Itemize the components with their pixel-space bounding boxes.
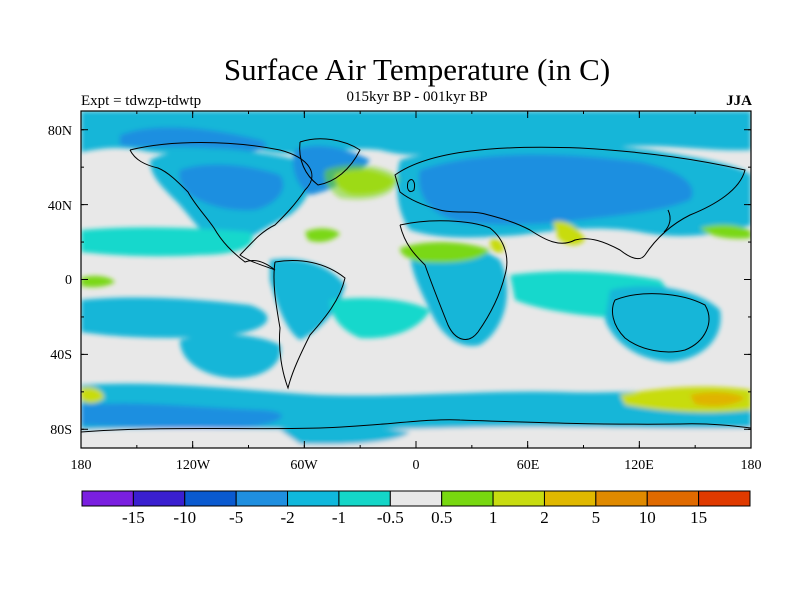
antarctic-band	[81, 427, 751, 448]
colorbar-label: -0.5	[376, 508, 404, 527]
lat-label-80n: 80N	[47, 124, 72, 139]
lat-label-40s: 40S	[50, 348, 72, 363]
axis-ticks	[80, 111, 752, 448]
lon-label-120w: 120W	[175, 458, 211, 473]
anomaly-fill	[81, 111, 751, 448]
colorbar-label: -5	[229, 508, 244, 527]
lat-label-80s: 80S	[50, 423, 72, 438]
coast-uk	[407, 179, 415, 193]
chart-subtitle: 015kyr BP - 001kyr BP	[346, 89, 488, 105]
southern-warming-west	[81, 387, 104, 404]
lon-label-120e: 120E	[624, 458, 654, 473]
arctic-strong-cooling	[120, 127, 267, 153]
colorbar-swatch	[81, 490, 134, 507]
colorbar-label: 1	[488, 508, 498, 527]
coast-australia	[612, 293, 710, 353]
colorbar-label: -15	[122, 508, 145, 527]
colorbar-swatch	[595, 490, 648, 507]
north-america-strong	[179, 164, 284, 211]
west-pacific-warming	[700, 224, 751, 239]
africa-cooling	[410, 244, 508, 346]
south-pacific-cooling	[81, 297, 268, 338]
south-atlantic-cooling	[330, 298, 430, 339]
colorbar-label: 15	[690, 508, 708, 527]
experiment-label: Expt = tdwzp-tdwtp	[81, 93, 202, 109]
coast-antarctica	[81, 419, 751, 433]
southeast-pacific-cooling	[180, 334, 281, 379]
lon-label-180e: 180	[740, 458, 762, 473]
lon-label-60w: 60W	[290, 458, 318, 473]
colorbar-swatch	[389, 490, 443, 507]
colorbar-swatch	[492, 490, 545, 507]
coast-north-america	[129, 142, 313, 271]
lat-label-0: 0	[65, 273, 72, 288]
coastlines	[81, 138, 751, 433]
coast-japan	[663, 209, 671, 233]
australia-cooling	[605, 286, 721, 362]
coast-europe-asia	[394, 146, 746, 260]
lat-label-40n: 40N	[47, 199, 72, 214]
season-label: JJA	[726, 93, 752, 109]
south-america-cooling	[270, 258, 345, 340]
colorbar-swatch	[543, 490, 597, 507]
pacific-tropical-cooling	[81, 227, 253, 257]
colorbar-label: -2	[280, 508, 295, 527]
colorbar-swatch	[646, 490, 700, 507]
lon-label-180w: 180	[70, 458, 92, 473]
colorbar-swatch	[698, 490, 751, 507]
colorbar-label: -1	[331, 508, 346, 527]
colorbar-label: -10	[173, 508, 197, 527]
mid-atlantic-warming	[305, 228, 340, 242]
colorbar-swatch	[338, 490, 391, 507]
colorbar-swatch	[287, 490, 340, 507]
equatorial-warming	[81, 275, 115, 288]
colorbar-swatch	[132, 490, 186, 507]
colorbar	[81, 490, 751, 507]
colorbar-label: 10	[638, 508, 656, 527]
colorbar-swatch	[184, 490, 237, 507]
map-field	[81, 111, 751, 448]
coast-africa	[399, 220, 508, 340]
colorbar-label: 0.5	[431, 508, 453, 527]
sahara-warming	[400, 242, 490, 263]
lon-label-0: 0	[412, 458, 420, 473]
chart-title: Surface Air Temperature (in C)	[223, 52, 611, 87]
antarctic-cooling	[280, 427, 410, 445]
coast-south-america	[273, 260, 346, 390]
southern-warming-core	[690, 392, 745, 406]
eurasia-strong-cooling	[419, 154, 693, 225]
colorbar-label: 5	[591, 508, 601, 527]
coast-greenland	[299, 138, 361, 186]
east-africa-warming	[490, 238, 504, 253]
colorbar-swatch	[235, 490, 289, 507]
colorbar-label: 2	[540, 508, 549, 527]
lon-label-60e: 60E	[516, 458, 540, 473]
colorbar-swatch	[441, 490, 494, 507]
southern-ocean-strong	[81, 403, 282, 429]
